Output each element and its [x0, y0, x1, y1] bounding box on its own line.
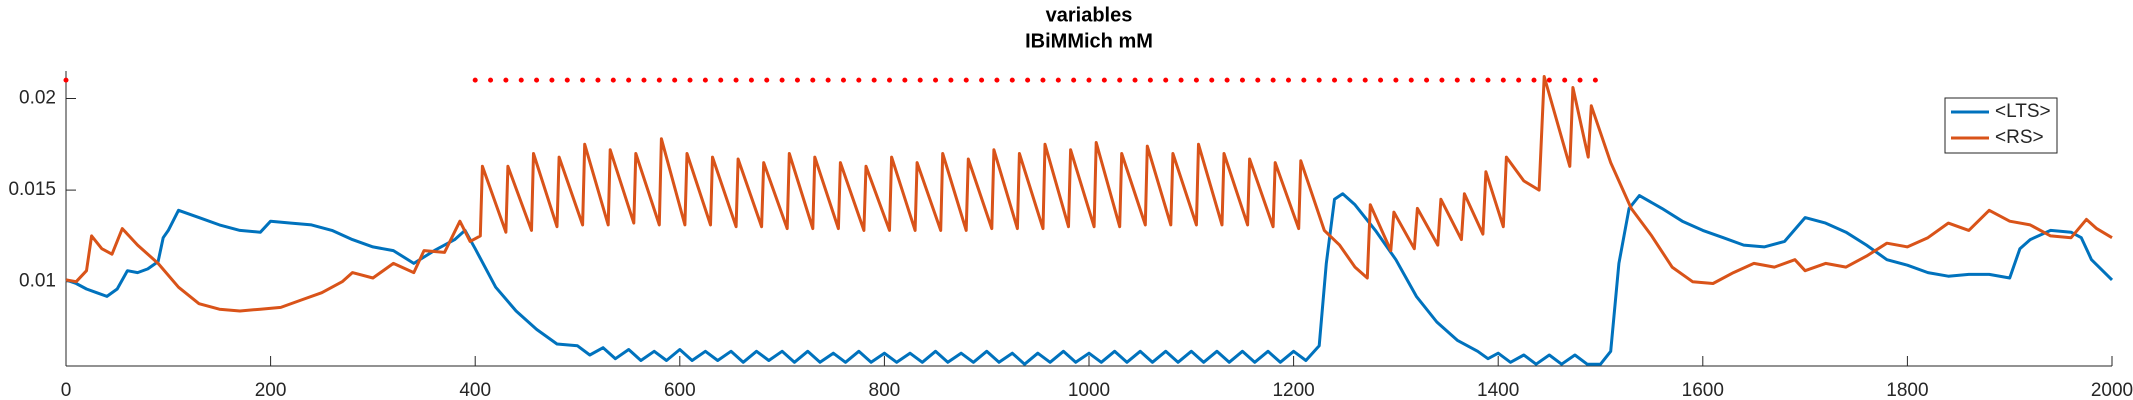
- spike-marker: [656, 77, 662, 83]
- spike-marker: [595, 77, 601, 83]
- x-tick-label: 0: [61, 380, 72, 400]
- series-line: [65, 192, 2114, 366]
- spike-marker: [948, 77, 954, 83]
- spike-marker: [1562, 77, 1568, 83]
- y-tick-label: 0.02: [19, 88, 56, 109]
- spike-marker: [518, 77, 524, 83]
- x-tick-label: 1000: [1068, 380, 1110, 400]
- spike-marker: [1239, 77, 1245, 83]
- spike-marker: [994, 77, 1000, 83]
- spike-marker: [979, 77, 985, 83]
- spike-marker: [1347, 77, 1353, 83]
- x-tick-label: 1400: [1477, 380, 1519, 400]
- spike-marker: [933, 77, 939, 83]
- spike-marker: [549, 77, 555, 83]
- spike-marker: [488, 77, 494, 83]
- y-tick-label: 0.015: [8, 179, 56, 200]
- spike-marker: [641, 77, 647, 83]
- spike-marker: [687, 77, 693, 83]
- spike-marker: [1378, 77, 1384, 83]
- spike-marker: [1485, 77, 1491, 83]
- x-tick-label: 1200: [1272, 380, 1314, 400]
- spike-marker: [1132, 77, 1138, 83]
- spike-marker: [1163, 77, 1169, 83]
- spike-marker: [963, 77, 969, 83]
- spike-marker: [810, 77, 816, 83]
- chart-subtitle: IBiMMich mM: [1025, 30, 1153, 52]
- spike-marker: [718, 77, 724, 83]
- spike-marker: [1592, 77, 1598, 83]
- spike-marker: [764, 77, 770, 83]
- spike-marker: [1546, 77, 1552, 83]
- spike-marker: [1500, 77, 1506, 83]
- spike-marker: [1101, 77, 1107, 83]
- spike-marker: [1301, 77, 1307, 83]
- spike-marker: [1117, 77, 1123, 83]
- spike-marker: [1224, 77, 1230, 83]
- x-tick-label: 1800: [1886, 380, 1928, 400]
- x-tick-label: 800: [869, 380, 901, 400]
- spike-marker: [825, 77, 831, 83]
- spike-marker: [1408, 77, 1414, 83]
- spike-marker: [63, 77, 69, 83]
- spike-marker: [856, 77, 862, 83]
- spike-marker: [1470, 77, 1476, 83]
- spike-marker: [702, 77, 708, 83]
- spike-marker: [610, 77, 616, 83]
- x-tick-label: 600: [664, 380, 696, 400]
- spike-marker: [1009, 77, 1015, 83]
- spike-marker: [1040, 77, 1046, 83]
- spike-marker: [871, 77, 877, 83]
- spike-marker: [1332, 77, 1338, 83]
- spike-marker: [917, 77, 923, 83]
- spike-marker: [1193, 77, 1199, 83]
- spike-marker: [672, 77, 678, 83]
- spike-marker: [902, 77, 908, 83]
- spike-marker: [1209, 77, 1215, 83]
- spike-marker: [887, 77, 893, 83]
- spike-marker: [1055, 77, 1061, 83]
- spike-marker: [1454, 77, 1460, 83]
- spike-marker: [1147, 77, 1153, 83]
- spike-marker: [1285, 77, 1291, 83]
- x-tick-label: 400: [459, 380, 491, 400]
- x-tick-label: 1600: [1682, 380, 1724, 400]
- spike-marker: [1025, 77, 1031, 83]
- spike-marker: [748, 77, 754, 83]
- spike-marker: [1424, 77, 1430, 83]
- spike-marker: [534, 77, 540, 83]
- spike-marker: [472, 77, 478, 83]
- spike-marker: [1270, 77, 1276, 83]
- chart-title: variables: [1046, 4, 1133, 26]
- spike-marker: [840, 77, 846, 83]
- spike-marker: [626, 77, 632, 83]
- y-tick-label: 0.01: [19, 271, 56, 292]
- x-tick-label: 200: [255, 380, 287, 400]
- spike-marker: [1362, 77, 1368, 83]
- spike-marker: [1531, 77, 1537, 83]
- spike-marker: [1316, 77, 1322, 83]
- spike-marker: [794, 77, 800, 83]
- spike-marker: [580, 77, 586, 83]
- spike-marker: [1086, 77, 1092, 83]
- spike-marker: [1577, 77, 1583, 83]
- spike-marker: [1071, 77, 1077, 83]
- spike-marker: [1255, 77, 1261, 83]
- spike-marker: [1393, 77, 1399, 83]
- spike-marker: [564, 77, 570, 83]
- legend-label: <RS>: [1995, 127, 2044, 148]
- legend-box: [1944, 97, 2058, 154]
- legend-label: <LTS>: [1995, 101, 2051, 122]
- spike-marker: [733, 77, 739, 83]
- spike-marker: [503, 77, 509, 83]
- series-line: [65, 75, 2113, 313]
- spike-marker: [1178, 77, 1184, 83]
- spike-marker: [779, 77, 785, 83]
- spike-marker: [1516, 77, 1522, 83]
- spike-marker: [1439, 77, 1445, 83]
- x-tick-label: 2000: [2091, 380, 2133, 400]
